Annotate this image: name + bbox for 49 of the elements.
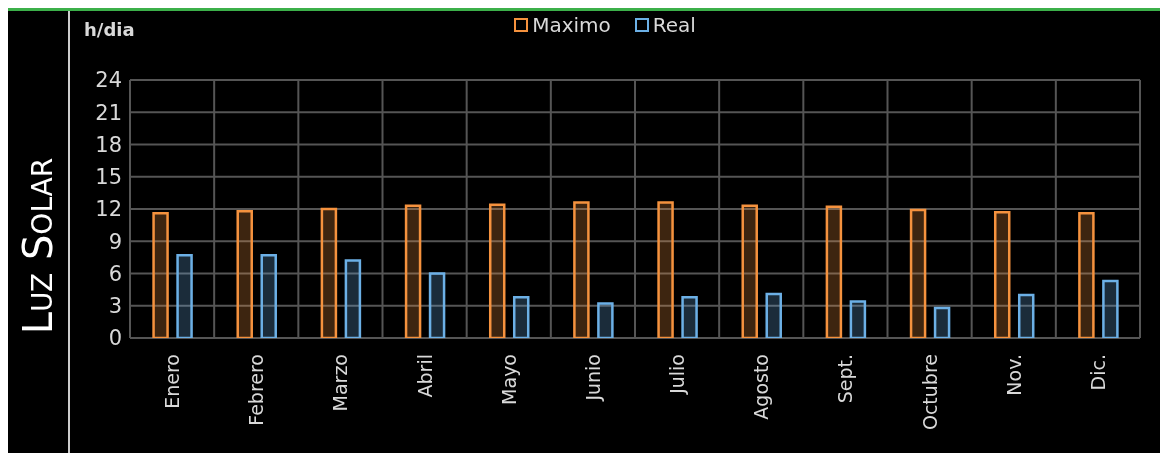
bar: [512, 295, 530, 338]
x-tick-label: Abril: [413, 354, 436, 398]
legend-label: Maximo: [532, 13, 611, 37]
text: Luz Solar: [15, 157, 61, 335]
bar: [1017, 293, 1035, 338]
bar: [404, 204, 422, 338]
bar: [741, 204, 758, 338]
x-tick-label: Marzo: [329, 354, 352, 412]
bar: [488, 203, 506, 338]
bar: [236, 209, 253, 338]
bar: [1078, 212, 1095, 338]
bar: [681, 295, 698, 338]
x-tick-label: Mayo: [497, 354, 520, 405]
bar: [597, 302, 614, 338]
y-tick-label: 12: [95, 197, 122, 222]
bar: [428, 272, 446, 338]
bar: [909, 208, 927, 338]
x-tick-label: Sept.: [834, 354, 857, 404]
bar: [825, 205, 843, 338]
bar: [344, 259, 362, 338]
bar: [320, 207, 338, 338]
y-tick-label: 18: [95, 132, 122, 157]
x-tick-label: Febrero: [245, 354, 268, 426]
y-tick-label: 6: [108, 261, 122, 286]
x-tick-label: Enero: [161, 354, 184, 409]
bar: [152, 212, 169, 338]
legend-label: Real: [652, 13, 696, 37]
y-axis-title: h/dia: [84, 19, 135, 40]
bar: [176, 253, 193, 338]
bar: [260, 253, 277, 338]
bar: [993, 210, 1011, 338]
y-tick-label: 15: [95, 165, 122, 190]
bar: [1102, 279, 1119, 338]
x-tick-label: Nov.: [1002, 354, 1025, 396]
y-tick-label: 0: [108, 326, 122, 351]
x-tick-label: Junio: [581, 354, 604, 402]
y-tick-label: 21: [95, 100, 122, 125]
x-tick-label: Octubre: [918, 354, 941, 431]
y-tick-label: 9: [108, 229, 122, 254]
y-tick-label: 24: [95, 68, 122, 93]
bar: [765, 292, 782, 338]
x-tick-label: Dic.: [1086, 354, 1109, 391]
x-tick-label: Agosto: [750, 354, 773, 420]
y-tick-label: 3: [108, 294, 122, 319]
x-tick-label: Julio: [666, 354, 689, 395]
bar: [573, 201, 590, 338]
bar: [849, 300, 867, 338]
bar: [933, 306, 951, 338]
bar: [657, 201, 674, 338]
